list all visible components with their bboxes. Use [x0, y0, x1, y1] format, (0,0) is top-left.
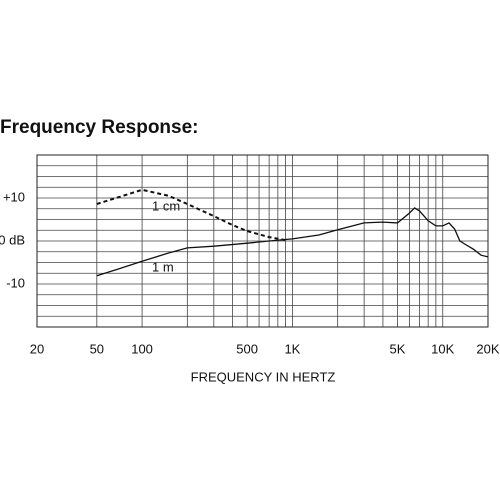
x-tick-label: 20K: [476, 341, 499, 356]
y-tick-label: -10: [6, 275, 25, 290]
x-axis-label: FREQUENCY IN HERTZ: [191, 369, 336, 384]
x-tick-label: 10K: [431, 341, 454, 356]
series-line: [96, 207, 489, 277]
x-tick-label: 5K: [390, 341, 406, 356]
x-tick-label: 50: [90, 341, 104, 356]
curve-label: 1 cm: [152, 198, 180, 213]
y-tick-label: +10: [3, 189, 25, 204]
x-tick-label: 20: [30, 341, 44, 356]
series-line: [96, 188, 286, 242]
y-tick-label: 0 dB: [0, 232, 25, 247]
chart-title: Frequency Response:: [0, 117, 199, 138]
x-tick-label: 100: [131, 341, 153, 356]
curve-label: 1 m: [152, 259, 174, 274]
x-tick-label: 500: [236, 341, 258, 356]
plot-frame: [36, 154, 489, 328]
x-tick-label: 1K: [284, 341, 300, 356]
